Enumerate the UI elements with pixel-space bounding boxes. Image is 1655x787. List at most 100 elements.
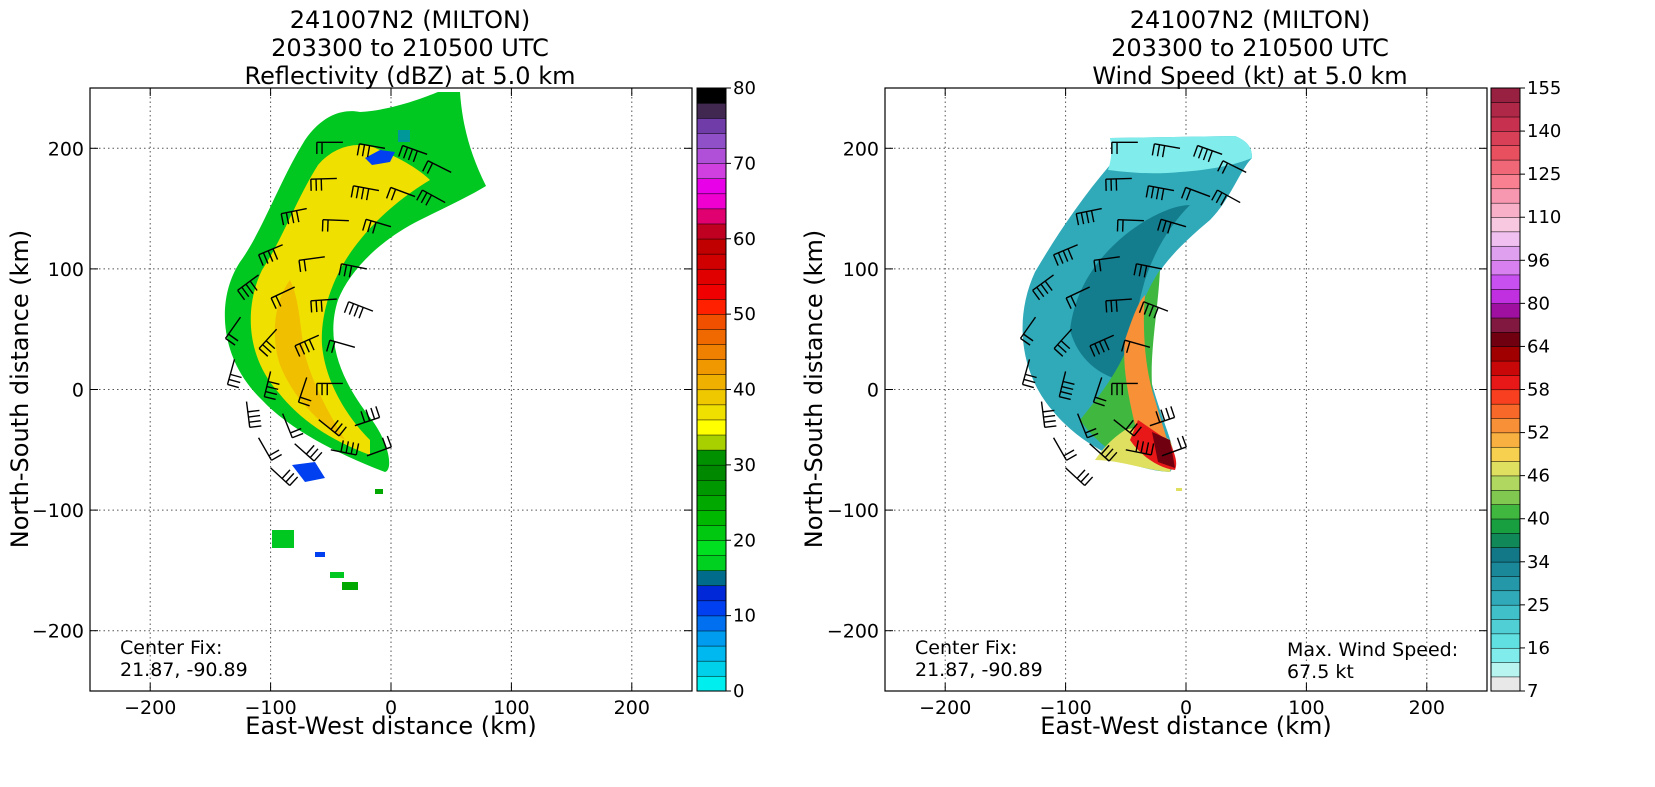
wind-barb-flag <box>1207 150 1213 163</box>
wind-barb-flag <box>308 339 315 351</box>
reflectivity-panel: 241007N2 (MILTON) 203300 to 210500 UTC R… <box>0 0 820 787</box>
wind-barb <box>1149 406 1176 427</box>
colorbar-segment <box>696 87 727 104</box>
colorbar-segment <box>696 449 727 466</box>
wind-field-orange <box>1124 295 1172 462</box>
wind-barb-flag <box>365 409 371 421</box>
wind-barb-shaft <box>1117 219 1144 222</box>
wind-barb-flag <box>295 210 300 223</box>
wind-barb <box>1093 256 1120 273</box>
x-tick-label: −100 <box>1040 697 1092 719</box>
wind-barb-flag <box>241 286 250 298</box>
wind-barb-flag <box>1062 250 1069 262</box>
colorbar-segment <box>1490 662 1521 678</box>
wind-barb-flag <box>425 194 433 206</box>
wind-barb-shaft <box>422 189 446 204</box>
colorbar-segment <box>696 132 727 149</box>
colorbar-segment <box>696 630 727 647</box>
wind-barb <box>1092 377 1107 407</box>
wind-barb-shaft <box>348 301 374 312</box>
wind-barb-flag <box>1155 187 1160 200</box>
wind-barb-flag <box>271 453 282 461</box>
wind-barb-flag <box>1025 373 1037 379</box>
wind-barb-shaft <box>1154 143 1181 149</box>
colorbar-tick-label: 140 <box>1527 121 1561 142</box>
colorbar-segment <box>696 555 727 571</box>
max-wind-value: 67.5 kt <box>1287 661 1354 683</box>
colorbar-tick-label: 50 <box>733 304 756 325</box>
wind-barb <box>1065 467 1094 487</box>
wind-barb-flag <box>320 300 323 312</box>
center-fix-label: Center Fix: <box>915 637 1017 659</box>
wind-barb-flag <box>1162 220 1167 233</box>
wind-barb-flag <box>1156 144 1161 157</box>
wind-barb-shaft <box>1032 274 1054 291</box>
wind-barb-flag <box>1076 469 1086 479</box>
wind-barb-flag <box>258 347 269 357</box>
wind-barb-flag <box>228 333 239 342</box>
wind-barbs <box>224 141 452 487</box>
colorbar-segment <box>696 163 727 179</box>
center-fix-label: Center Fix: <box>120 637 222 659</box>
wind-barb-flag <box>303 259 307 272</box>
wind-barb-shaft <box>341 263 368 270</box>
colorbar-tick-label: 96 <box>1527 250 1550 271</box>
wind-barb-flag <box>356 143 361 156</box>
colorbar-segment <box>696 102 727 119</box>
colorbar-segment <box>1490 360 1521 376</box>
wind-barb-shaft <box>1160 218 1187 228</box>
wind-barb-flag <box>398 145 404 157</box>
wind-barb-flag <box>1103 339 1110 351</box>
wind-barb-flag <box>315 300 318 313</box>
wind-barb-shaft <box>1217 189 1241 204</box>
wind-barb <box>294 443 323 462</box>
max-wind-label: Max. Wind Speed: <box>1287 639 1458 661</box>
colorbar-segment <box>696 494 727 511</box>
wind-barb <box>338 263 368 278</box>
wind-barb <box>310 298 337 313</box>
wind-barb <box>1075 207 1102 226</box>
wind-barb-shaft <box>1021 359 1031 385</box>
wind-barb <box>1125 440 1155 456</box>
colorbar-segment <box>696 238 727 255</box>
wind-barb-flag <box>249 280 258 291</box>
wind-barb-shaft <box>427 160 452 174</box>
wind-barb-shaft <box>1076 207 1102 215</box>
y-tick-label: −200 <box>32 621 84 643</box>
colorbar-tick-label: 10 <box>733 606 756 627</box>
wind-barb <box>422 160 452 174</box>
wind-barb-flag <box>343 264 348 277</box>
wind-barb-flag <box>228 378 241 384</box>
colorbar-segment <box>696 434 727 451</box>
wind-speed-colorbar: 7 16 25 34 40 46 52 58 64 80 96 110 125 140 155 <box>1490 78 1561 702</box>
colorbar-tick-label: 25 <box>1527 595 1550 616</box>
wind-barb-flag <box>1100 444 1110 455</box>
wind-barb-flag <box>355 186 360 199</box>
colorbar-segment <box>696 328 727 345</box>
wind-barb-flag <box>353 305 360 317</box>
wind-barb <box>385 186 416 201</box>
x-tick-label: −100 <box>245 697 297 719</box>
wind-barb-flag <box>265 340 276 350</box>
wind-barb-flag <box>422 160 429 172</box>
wind-barb-shaft <box>1161 446 1187 457</box>
reflectivity-plot: −200 −100 0 100 200 −200 −100 0 100 200 0 10 20 30 40… <box>6 78 756 740</box>
wind-barb-flag <box>298 260 302 273</box>
wind-barb-shaft <box>1105 298 1132 302</box>
wind-speed-title: 241007N2 (MILTON) 203300 to 210500 UTC W… <box>840 6 1655 90</box>
wind-barb-flag <box>1105 300 1108 313</box>
wind-barb-flag <box>1161 145 1166 158</box>
wind-barb-flag <box>289 476 299 487</box>
wind-barb <box>237 274 259 301</box>
wind-barb-flag <box>330 419 339 430</box>
wind-barb-flag <box>1036 286 1045 298</box>
wind-barb-flag <box>1120 339 1126 352</box>
colorbar-segment <box>1490 633 1521 649</box>
wind-barb <box>245 401 262 429</box>
wind-barb-flag <box>280 213 285 226</box>
wind-barb-flag <box>1052 254 1059 266</box>
colorbar-segment <box>1490 676 1521 692</box>
wind-field-light <box>1108 136 1252 174</box>
wind-speed-panel: 241007N2 (MILTON) 203300 to 210500 UTC W… <box>800 0 1655 787</box>
center-fix-value: 21.87, -90.89 <box>120 659 248 681</box>
